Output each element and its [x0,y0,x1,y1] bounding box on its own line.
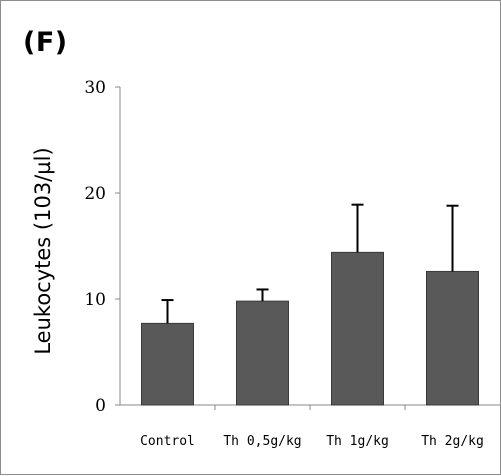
bar [331,251,384,406]
panel-label: (F) [23,27,68,58]
y-tick-label: 20 [84,184,106,204]
bar [141,322,194,406]
x-category-label: Th 1g/kg [326,434,389,449]
x-category-label: Control [140,434,195,449]
x-category-label: Th 0,5g/kg [223,434,301,449]
bar [236,300,289,406]
bar [426,270,479,406]
x-category-label: Th 2g/kg [421,434,484,449]
y-tick-label: 30 [84,78,106,98]
y-tick-label: 10 [84,290,106,310]
y-tick-label: 0 [95,396,106,416]
